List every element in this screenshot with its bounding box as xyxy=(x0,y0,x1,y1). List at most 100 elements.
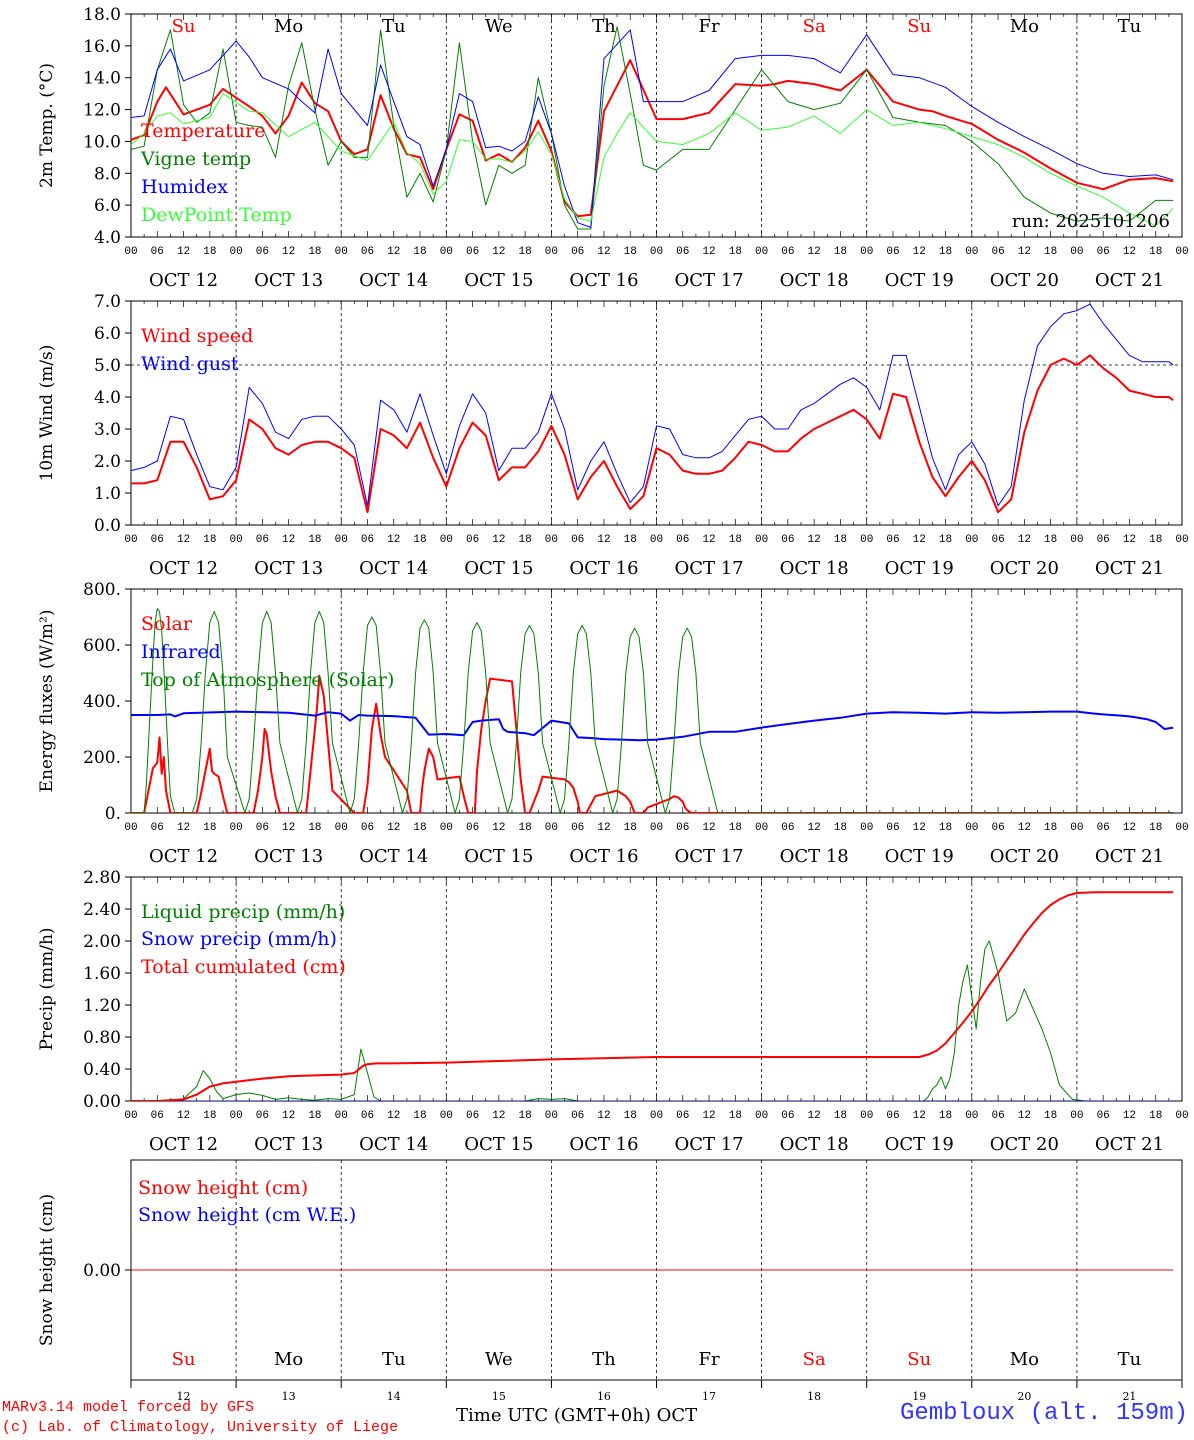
hour-tick-label: 00 xyxy=(335,822,348,834)
day-label: OCT 19 xyxy=(885,1134,954,1155)
y-tick-label: 4.0 xyxy=(94,388,121,408)
day-label: OCT 17 xyxy=(674,558,743,579)
day-label: OCT 17 xyxy=(674,270,743,291)
hour-tick-label: 06 xyxy=(151,246,164,258)
hour-tick-label: 12 xyxy=(492,822,505,834)
hour-tick-label: 00 xyxy=(755,534,768,546)
hour-tick-label: 00 xyxy=(229,822,242,834)
hour-tick-label: 00 xyxy=(545,534,558,546)
day-label: OCT 18 xyxy=(780,270,849,291)
hour-tick-label: 00 xyxy=(1070,1110,1083,1122)
day-label: OCT 12 xyxy=(149,558,218,579)
hour-tick-label: 12 xyxy=(1123,1110,1136,1122)
weekday-label: Tu xyxy=(1118,1349,1142,1370)
weekday-label: Su xyxy=(907,16,931,37)
hour-tick-label: 06 xyxy=(781,534,794,546)
hour-tick-label: 18 xyxy=(1149,534,1162,546)
legend-entry: Top of Atmosphere (Solar) xyxy=(141,669,394,691)
hour-tick-label: 06 xyxy=(466,1110,479,1122)
hour-tick-label: 06 xyxy=(781,822,794,834)
weekday-label: Mo xyxy=(1010,1349,1039,1370)
hour-tick-label: 00 xyxy=(440,1110,453,1122)
day-number: 19 xyxy=(912,1390,926,1403)
hour-tick-label: 12 xyxy=(177,246,190,258)
legend-entry: Liquid precip (mm/h) xyxy=(141,901,345,923)
hour-tick-label: 06 xyxy=(991,534,1004,546)
day-number: 13 xyxy=(282,1390,296,1403)
hour-tick-label: 18 xyxy=(203,534,216,546)
hour-tick-label: 06 xyxy=(1097,534,1110,546)
weekday-label: Th xyxy=(592,16,616,37)
day-label: OCT 16 xyxy=(569,270,638,291)
hour-tick-label: 18 xyxy=(308,1110,321,1122)
hour-tick-label: 18 xyxy=(729,822,742,834)
day-label: OCT 19 xyxy=(885,846,954,867)
hour-tick-label: 00 xyxy=(965,1110,978,1122)
hour-tick-label: 12 xyxy=(702,534,715,546)
day-label: OCT 20 xyxy=(990,270,1059,291)
hour-tick-label: 18 xyxy=(1149,246,1162,258)
day-label: OCT 12 xyxy=(149,1134,218,1155)
series-line-wind-gust xyxy=(131,303,1174,507)
panel-temperature: 00 06 12 18 00 06 12 18 00 06 12 18 00 06 12 18 00 06 12 18… xyxy=(37,5,1189,291)
day-label: OCT 20 xyxy=(990,558,1059,579)
hour-tick-label: 06 xyxy=(361,246,374,258)
day-number: 14 xyxy=(387,1390,401,1403)
y-tick-label: 18.0 xyxy=(83,5,121,25)
y-tick-label: 7.0 xyxy=(94,292,121,312)
day-label: OCT 14 xyxy=(359,558,428,579)
y-tick-label: 2.40 xyxy=(83,900,121,920)
hour-tick-label: 00 xyxy=(755,1110,768,1122)
day-label: OCT 15 xyxy=(464,558,533,579)
hour-tick-label: 00 xyxy=(755,246,768,258)
hour-tick-label: 18 xyxy=(1044,1110,1057,1122)
hour-tick-label: 18 xyxy=(308,534,321,546)
hour-tick-label: 00 xyxy=(335,534,348,546)
y-tick-label: 1.20 xyxy=(83,996,121,1016)
day-label: OCT 17 xyxy=(674,846,743,867)
weekday-label: Mo xyxy=(274,16,303,37)
hour-tick-label: 00 xyxy=(650,246,663,258)
y-tick-label: 0.00 xyxy=(83,1261,121,1281)
hour-tick-label: 06 xyxy=(151,534,164,546)
model-credits: MARv3.14 model forced by GFS (c) Lab. of… xyxy=(2,1398,398,1438)
hour-tick-label: 12 xyxy=(808,822,821,834)
panel-wind: 00 06 12 18 00 06 12 18 00 06 12 18 00 06 12 18 00 06 12 18… xyxy=(37,292,1189,579)
day-label: OCT 21 xyxy=(1095,558,1164,579)
hour-tick-label: 18 xyxy=(939,534,952,546)
day-label: OCT 15 xyxy=(464,1134,533,1155)
hour-tick-label: 00 xyxy=(440,534,453,546)
hour-tick-label: 00 xyxy=(1175,822,1188,834)
hour-tick-label: 06 xyxy=(1097,822,1110,834)
hour-tick-label: 00 xyxy=(440,246,453,258)
hour-tick-label: 12 xyxy=(597,246,610,258)
hour-tick-label: 06 xyxy=(466,534,479,546)
day-label: OCT 19 xyxy=(885,270,954,291)
hour-tick-label: 18 xyxy=(203,822,216,834)
hour-tick-label: 18 xyxy=(519,1110,532,1122)
hour-tick-label: 06 xyxy=(676,246,689,258)
series-line-liquid-precip-mm-h- xyxy=(131,940,1174,1101)
y-axis-label: Snow height (cm) xyxy=(37,1194,57,1346)
day-number: 20 xyxy=(1017,1390,1031,1403)
day-number: 17 xyxy=(702,1390,716,1403)
weekday-label: Tu xyxy=(1118,16,1142,37)
hour-tick-label: 12 xyxy=(702,1110,715,1122)
day-label: OCT 15 xyxy=(464,270,533,291)
y-tick-label: 2.0 xyxy=(94,452,121,472)
y-tick-label: 10.0 xyxy=(83,132,121,152)
day-number: 18 xyxy=(807,1390,821,1403)
hour-tick-label: 00 xyxy=(440,822,453,834)
hour-tick-label: 06 xyxy=(256,246,269,258)
series-line-humidex xyxy=(131,29,1174,228)
credit-line-model: MARv3.14 model forced by GFS xyxy=(2,1399,255,1416)
hour-tick-label: 00 xyxy=(860,534,873,546)
hour-tick-label: 00 xyxy=(965,246,978,258)
day-label: OCT 16 xyxy=(569,1134,638,1155)
hour-tick-label: 12 xyxy=(282,1110,295,1122)
hour-tick-label: 18 xyxy=(1149,822,1162,834)
y-tick-label: 16.0 xyxy=(83,37,121,57)
hour-tick-label: 06 xyxy=(886,1110,899,1122)
legend-entry: Wind speed xyxy=(141,325,253,347)
hour-tick-label: 00 xyxy=(1175,1110,1188,1122)
